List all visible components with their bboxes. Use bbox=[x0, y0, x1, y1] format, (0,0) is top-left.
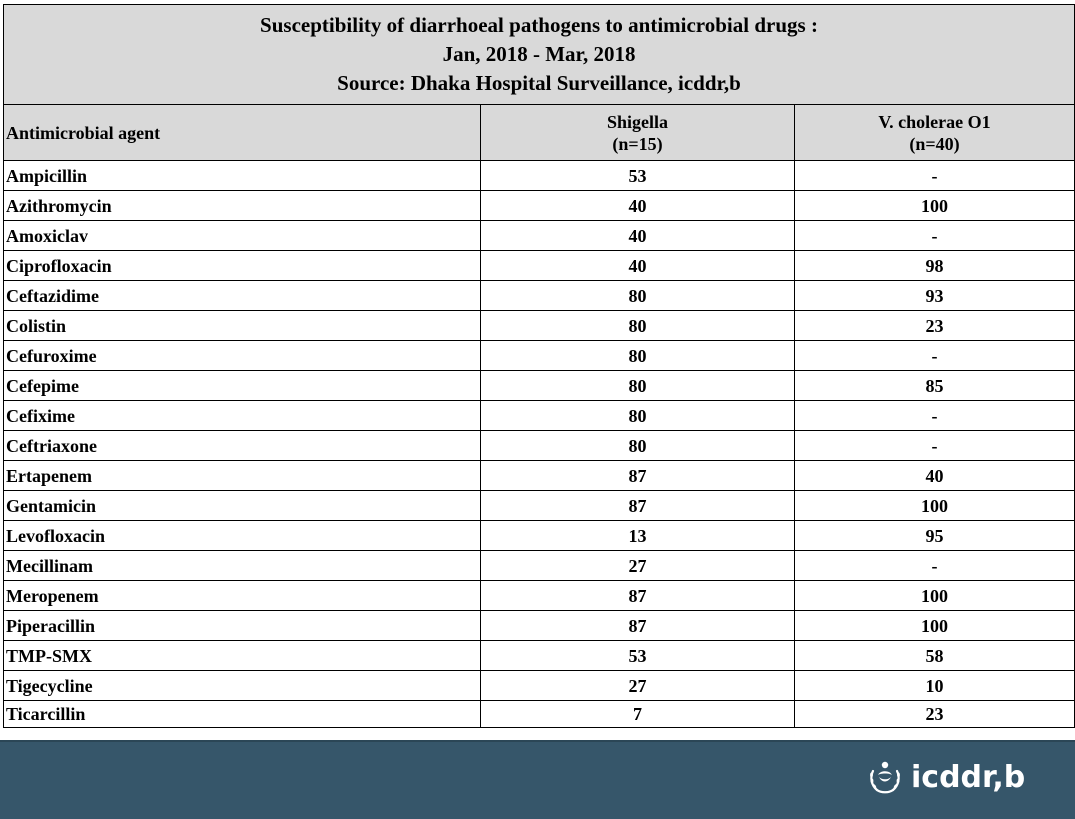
icddrb-logo-text: icddr,b bbox=[911, 759, 1026, 795]
cell-agent: Azithromycin bbox=[3, 190, 481, 221]
cell-agent: Ceftriaxone bbox=[3, 430, 481, 461]
title-line-2: Jan, 2018 - Mar, 2018 bbox=[442, 42, 636, 66]
cell-cholerae-value: 40 bbox=[793, 460, 1075, 491]
cell-cholerae-value: 23 bbox=[793, 310, 1075, 341]
cell-cholerae-value: 95 bbox=[793, 520, 1075, 551]
table-row: Ciprofloxacin 40 98 bbox=[3, 250, 1075, 281]
table-row: Gentamicin 87 100 bbox=[3, 490, 1075, 521]
header-shigella-n: (n=15) bbox=[612, 133, 663, 154]
table-title: Susceptibility of diarrhoeal pathogens t… bbox=[2, 4, 1075, 105]
cell-shigella-value: 27 bbox=[480, 670, 795, 701]
table-row: Cefixime 80- bbox=[3, 400, 1075, 431]
cell-shigella-value: 40 bbox=[480, 190, 795, 221]
cell-shigella-value: 53 bbox=[480, 640, 795, 671]
header-antimicrobial-agent: Antimicrobial agent bbox=[3, 104, 481, 161]
cell-cholerae-value: - bbox=[793, 340, 1075, 371]
table-row: TMP-SMX 53 58 bbox=[3, 640, 1075, 671]
icddrb-logo: icddr,b bbox=[865, 757, 1025, 797]
cell-agent: Cefepime bbox=[3, 370, 481, 401]
cell-shigella-value: 80 bbox=[480, 370, 795, 401]
cell-cholerae-value: 100 bbox=[793, 190, 1075, 221]
footer-divider bbox=[0, 740, 1075, 742]
susceptibility-table: Susceptibility of diarrhoeal pathogens t… bbox=[2, 4, 1075, 728]
cell-shigella-value: 53 bbox=[480, 160, 795, 191]
cell-cholerae-value: - bbox=[793, 550, 1075, 581]
cell-cholerae-value: 100 bbox=[793, 610, 1075, 641]
cell-shigella-value: 7 bbox=[480, 700, 795, 728]
table-row: Mecillinam 27- bbox=[3, 550, 1075, 581]
cell-agent: Colistin bbox=[3, 310, 481, 341]
table-row: Tigecycline 27 10 bbox=[3, 670, 1075, 701]
cell-cholerae-value: 10 bbox=[793, 670, 1075, 701]
table-row: Levofloxacin 13 95 bbox=[3, 520, 1075, 551]
footer-bar: icddr,b bbox=[0, 740, 1075, 819]
table-row: Ertapenem 87 40 bbox=[3, 460, 1075, 491]
table-row: Ampicillin 53- bbox=[3, 160, 1075, 191]
cell-shigella-value: 87 bbox=[480, 490, 795, 521]
cell-shigella-value: 40 bbox=[480, 250, 795, 281]
cell-shigella-value: 80 bbox=[480, 400, 795, 431]
cell-agent: Gentamicin bbox=[3, 490, 481, 521]
cell-agent: Meropenem bbox=[3, 580, 481, 611]
table-row: Azithromycin 40 100 bbox=[3, 190, 1075, 221]
cell-agent: Ampicillin bbox=[3, 160, 481, 191]
cell-agent: Levofloxacin bbox=[3, 520, 481, 551]
cell-cholerae-value: - bbox=[793, 160, 1075, 191]
table-row: Cefuroxime 80- bbox=[3, 340, 1075, 371]
cell-shigella-value: 80 bbox=[480, 430, 795, 461]
cell-cholerae-value: 58 bbox=[793, 640, 1075, 671]
cell-agent: Cefuroxime bbox=[3, 340, 481, 371]
table-row: Piperacillin 87 100 bbox=[3, 610, 1075, 641]
cell-shigella-value: 13 bbox=[480, 520, 795, 551]
cell-cholerae-value: 23 bbox=[793, 700, 1075, 728]
title-line-1: Susceptibility of diarrhoeal pathogens t… bbox=[260, 13, 818, 37]
cell-shigella-value: 80 bbox=[480, 340, 795, 371]
cell-shigella-value: 27 bbox=[480, 550, 795, 581]
cell-agent: Cefixime bbox=[3, 400, 481, 431]
cell-cholerae-value: - bbox=[793, 400, 1075, 431]
title-row: Susceptibility of diarrhoeal pathogens t… bbox=[2, 4, 1075, 105]
icddrb-emblem-icon bbox=[870, 761, 900, 794]
cell-cholerae-value: - bbox=[793, 220, 1075, 251]
cell-shigella-value: 87 bbox=[480, 580, 795, 611]
title-line-3: Source: Dhaka Hospital Surveillance, icd… bbox=[337, 71, 741, 95]
cell-agent: Mecillinam bbox=[3, 550, 481, 581]
header-shigella: Shigella (n=15) bbox=[480, 104, 795, 161]
cell-cholerae-value: 93 bbox=[793, 280, 1075, 311]
table-row: Ceftazidime 80 93 bbox=[3, 280, 1075, 311]
cell-agent: Ertapenem bbox=[3, 460, 481, 491]
cell-agent: Ceftazidime bbox=[3, 280, 481, 311]
susceptibility-table-container: Susceptibility of diarrhoeal pathogens t… bbox=[2, 4, 1075, 728]
header-cholerae-name: V. cholerae O1 bbox=[878, 111, 991, 132]
cell-agent: Ciprofloxacin bbox=[3, 250, 481, 281]
table-row: Colistin 80 23 bbox=[3, 310, 1075, 341]
cell-cholerae-value: 100 bbox=[793, 490, 1075, 521]
header-v-cholerae: V. cholerae O1 (n=40) bbox=[793, 104, 1075, 161]
table-row: Amoxiclav 40- bbox=[3, 220, 1075, 251]
table-row: Meropenem 87 100 bbox=[3, 580, 1075, 611]
cell-shigella-value: 40 bbox=[480, 220, 795, 251]
cell-agent: Amoxiclav bbox=[3, 220, 481, 251]
cell-cholerae-value: 100 bbox=[793, 580, 1075, 611]
cell-agent: Piperacillin bbox=[3, 610, 481, 641]
table-row: Cefepime 80 85 bbox=[3, 370, 1075, 401]
cell-agent: Tigecycline bbox=[3, 670, 481, 701]
table-row: Ticarcillin 7 23 bbox=[3, 700, 1075, 728]
cell-cholerae-value: 98 bbox=[793, 250, 1075, 281]
cell-agent: TMP-SMX bbox=[3, 640, 481, 671]
cell-agent: Ticarcillin bbox=[3, 700, 481, 728]
cell-cholerae-value: - bbox=[793, 430, 1075, 461]
cell-shigella-value: 80 bbox=[480, 280, 795, 311]
column-header-row: Antimicrobial agent Shigella (n=15) V. c… bbox=[3, 104, 1075, 161]
table-body: Ampicillin 53- Azithromycin 40 100 Amoxiclav 4… bbox=[3, 160, 1075, 728]
header-cholerae-n: (n=40) bbox=[909, 133, 960, 154]
cell-shigella-value: 87 bbox=[480, 610, 795, 641]
cell-cholerae-value: 85 bbox=[793, 370, 1075, 401]
header-shigella-name: Shigella bbox=[606, 111, 668, 132]
cell-shigella-value: 80 bbox=[480, 310, 795, 341]
table-row: Ceftriaxone 80- bbox=[3, 430, 1075, 461]
cell-shigella-value: 87 bbox=[480, 460, 795, 491]
